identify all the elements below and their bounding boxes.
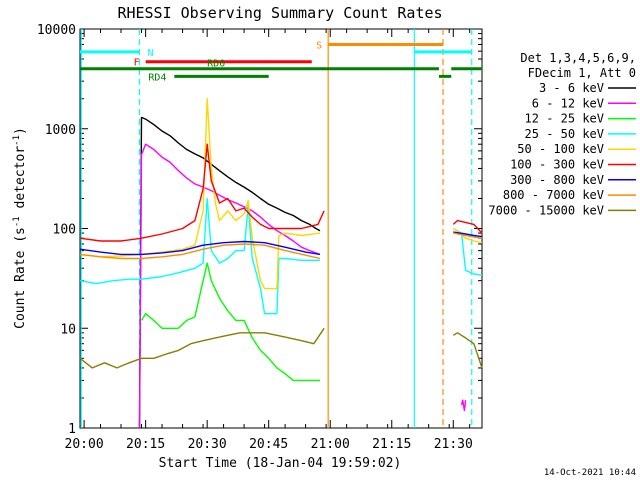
chart-title: RHESSI Observing Summary Count Rates xyxy=(117,4,442,22)
x-tick-label: 20:00 xyxy=(65,437,104,452)
series-line xyxy=(453,232,483,239)
ylabel-mid: detector xyxy=(13,146,28,217)
y-tick-label: 100 xyxy=(53,223,76,238)
legend-entry-label: 50 - 100 keV xyxy=(517,142,604,156)
legend-header-1: Det 1,3,4,5,6,9, xyxy=(520,51,636,65)
series-line xyxy=(79,97,321,290)
legend-entry-label: 300 - 800 keV xyxy=(510,173,604,187)
series-line xyxy=(79,240,321,256)
y-tick-label: 1000 xyxy=(45,123,76,138)
series-line xyxy=(452,227,483,244)
legend-entry-label: 7000 - 15000 keV xyxy=(488,203,604,217)
svg-text:Count Rate (s-1 detector-1): Count Rate (s-1 detector-1) xyxy=(12,127,28,329)
y-tick-label: 10 xyxy=(60,322,76,337)
series-line xyxy=(79,143,325,242)
flag-label: N xyxy=(147,48,153,59)
x-tick-label: 20:15 xyxy=(126,437,165,452)
legend-entry-label: 6 - 12 keV xyxy=(532,96,604,110)
series-line xyxy=(452,219,483,234)
flag-bars: NF S RD0 RD4 xyxy=(80,40,482,83)
y-axis-label: Count Rate (s-1 detector-1) xyxy=(12,127,28,329)
x-tick-label: 21:30 xyxy=(434,437,473,452)
legend-entry-label: 3 - 6 keV xyxy=(539,81,604,95)
legend-entry-label: 100 - 300 keV xyxy=(510,158,604,172)
series-line xyxy=(453,231,483,238)
flag-label: RD4 xyxy=(148,72,166,83)
series-line xyxy=(140,262,320,382)
series-line xyxy=(138,143,321,429)
y-tick-label: 1 xyxy=(68,422,76,437)
legend-header-2: FDecim 1, Att 0 xyxy=(528,66,636,80)
y-tick-label: 10000 xyxy=(37,23,76,38)
x-tick-label: 20:45 xyxy=(249,437,288,452)
ylabel-end: ) xyxy=(13,127,28,135)
legend-entry-label: 800 - 7000 keV xyxy=(503,188,604,202)
legend-entry-label: 12 - 25 keV xyxy=(525,112,604,126)
series-line xyxy=(79,243,321,260)
ylabel-sup2: -1 xyxy=(12,135,22,146)
axis-ticks: 1 10 100 1000 10000 20:00 20:15 20:30 20:45 21:00… xyxy=(37,23,482,452)
x-tick-label: 21:00 xyxy=(311,437,350,452)
x-tick-label: 20:30 xyxy=(188,437,227,452)
x-tick-label: 21:15 xyxy=(372,437,411,452)
flag-label: RD0 xyxy=(207,59,225,70)
series-line xyxy=(460,399,467,412)
series-line xyxy=(452,332,483,369)
series-line xyxy=(138,116,321,429)
series-line xyxy=(79,197,320,315)
legend-entry-label: 25 - 50 keV xyxy=(525,127,604,141)
data-series xyxy=(79,97,483,429)
x-axis-label: Start Time (18-Jan-04 19:59:02) xyxy=(159,456,402,471)
ylabel-sup: -1 xyxy=(12,216,22,227)
ylabel-main: Count Rate (s xyxy=(13,227,28,329)
series-line xyxy=(79,327,325,369)
flag-label: F xyxy=(134,58,140,69)
flag-label: S xyxy=(316,40,322,51)
timestamp: 14-Oct-2021 10:44 xyxy=(544,468,636,478)
